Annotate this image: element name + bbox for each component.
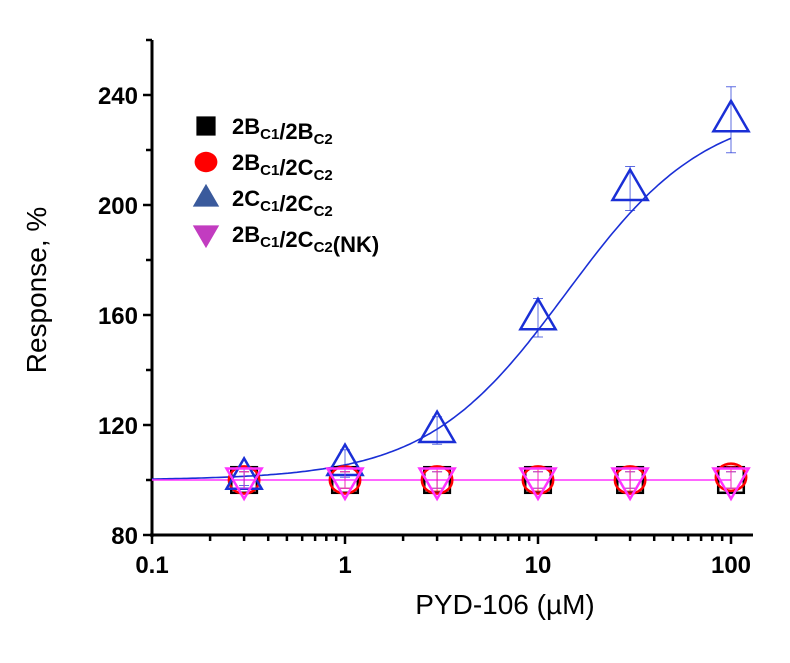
data-point <box>518 296 558 331</box>
y-tick-label: 120 <box>98 413 138 440</box>
legend-label: 2BC1/2CC2 <box>232 150 333 184</box>
data-point <box>417 409 457 444</box>
data-point <box>613 465 647 495</box>
legend-label-part: C2 <box>314 239 333 256</box>
data-point <box>224 455 264 491</box>
data-point <box>420 465 454 495</box>
x-axis-title: PYD-106 (µM) <box>415 589 595 620</box>
legend-label-part: 2B <box>232 222 260 247</box>
legend-marker-triangle-up <box>192 183 220 207</box>
data-point <box>714 462 748 493</box>
legend-label-part: C2 <box>314 203 333 220</box>
legend-label-part: C1 <box>260 198 279 215</box>
fit-curves <box>152 137 732 481</box>
legend-label-part: C1 <box>260 234 279 251</box>
data-point <box>610 167 650 202</box>
data-point <box>224 467 264 502</box>
legend-marker-triangle-down <box>192 225 220 249</box>
legend-label-part: C1 <box>260 126 279 143</box>
x-tick-label: 1 <box>338 552 351 579</box>
legend-label-part: C2 <box>314 131 333 148</box>
legend-label-part: /2C <box>279 227 313 252</box>
series-triangle-up <box>224 86 751 491</box>
y-tick-label: 200 <box>98 193 138 220</box>
legend-label-part: /2B <box>279 119 313 144</box>
y-axis-title: Response, % <box>21 207 52 374</box>
axes: 80 120 160 200 240 0.1 1 10 100 <box>98 38 753 579</box>
data-points <box>224 86 751 502</box>
data-point <box>518 467 558 502</box>
legend-label-part: 2B <box>232 114 260 139</box>
legend-label: 2BC1/2CC2(NK) <box>232 222 379 257</box>
data-point <box>711 467 751 502</box>
x-tick-label: 100 <box>711 552 751 579</box>
legend-label-part: 2C <box>232 186 260 211</box>
data-point <box>227 465 261 495</box>
legend-label: 2CC1/2CC2 <box>232 186 333 220</box>
legend-label-part: (NK) <box>333 232 379 257</box>
legend-marker-square <box>196 116 216 136</box>
legend-marker-circle <box>194 151 218 173</box>
x-tick-label: 0.1 <box>135 552 168 579</box>
y-tick-label: 240 <box>98 83 138 110</box>
legend-label-part: /2C <box>279 155 313 180</box>
series-triangle-down <box>224 467 751 502</box>
y-tick-label: 160 <box>98 303 138 330</box>
data-point <box>610 467 650 502</box>
fit-curve <box>152 137 732 480</box>
data-point <box>325 467 365 502</box>
series-circle <box>227 462 748 495</box>
legend-label-part: C2 <box>314 167 333 184</box>
legend-label-part: /2C <box>279 191 313 216</box>
data-point <box>521 465 555 495</box>
legend-label-part: 2B <box>232 150 260 175</box>
y-tick-label: 80 <box>111 523 138 550</box>
data-point <box>417 467 457 502</box>
data-point <box>711 98 751 133</box>
legend-label-part: C1 <box>260 162 279 179</box>
x-tick-label: 10 <box>525 552 552 579</box>
legend-label: 2BC1/2BC2 <box>232 114 333 148</box>
